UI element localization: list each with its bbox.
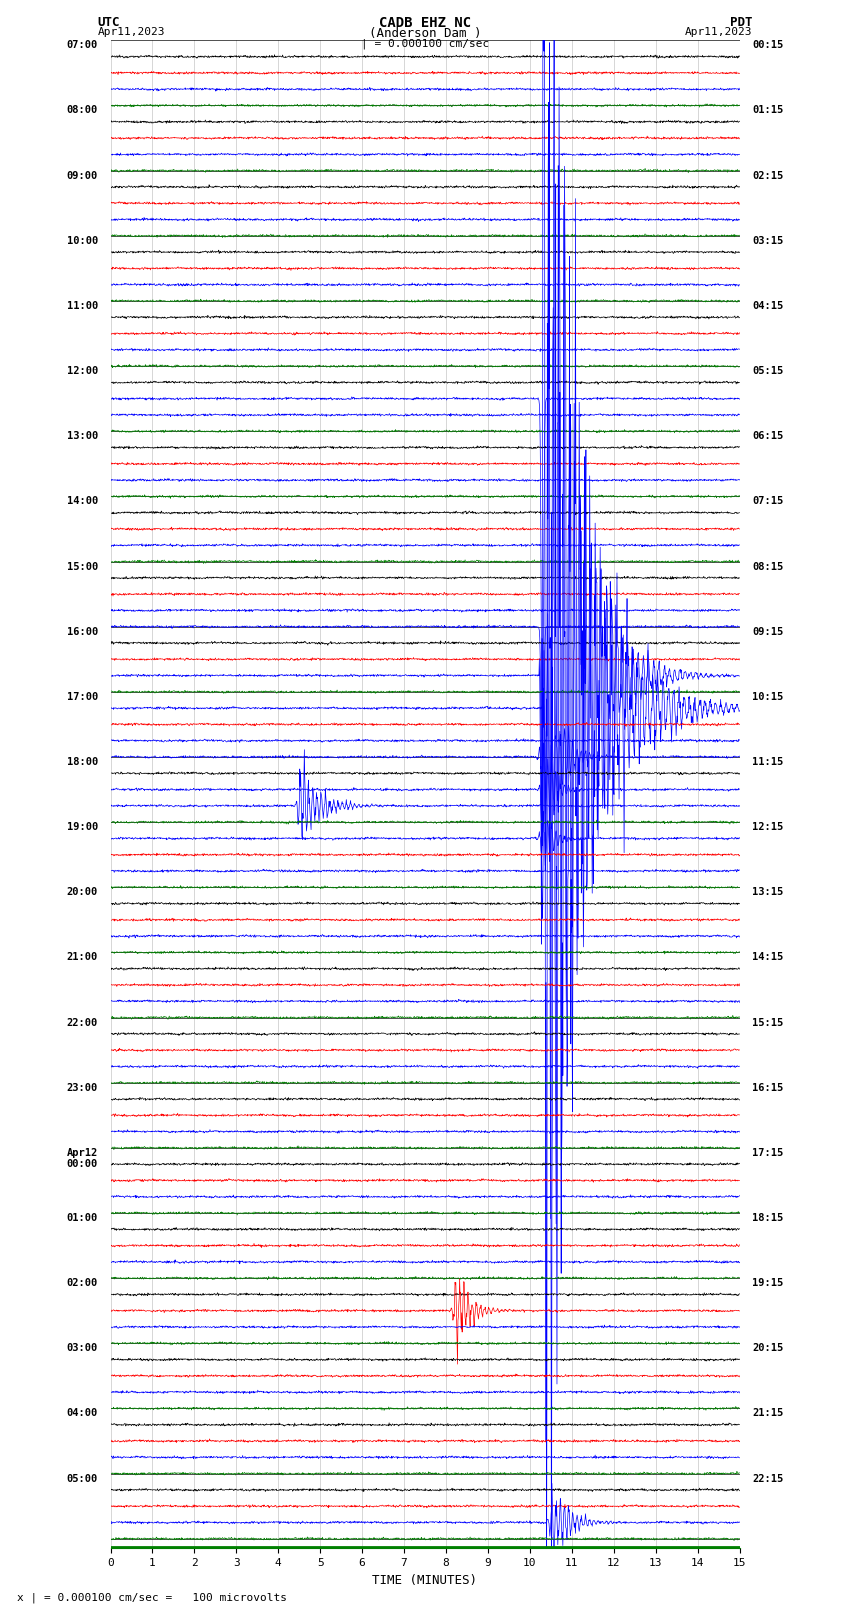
Text: 19:00: 19:00 bbox=[66, 823, 98, 832]
Text: 01:15: 01:15 bbox=[752, 105, 784, 116]
Text: 08:00: 08:00 bbox=[66, 105, 98, 116]
Text: 19:15: 19:15 bbox=[752, 1277, 784, 1289]
Text: Apr11,2023: Apr11,2023 bbox=[98, 27, 165, 37]
Text: 10:15: 10:15 bbox=[752, 692, 784, 702]
Text: Apr11,2023: Apr11,2023 bbox=[685, 27, 752, 37]
Text: 18:00: 18:00 bbox=[66, 756, 98, 766]
X-axis label: TIME (MINUTES): TIME (MINUTES) bbox=[372, 1574, 478, 1587]
Text: 21:15: 21:15 bbox=[752, 1408, 784, 1418]
Text: 18:15: 18:15 bbox=[752, 1213, 784, 1223]
Text: 03:15: 03:15 bbox=[752, 235, 784, 245]
Text: 14:15: 14:15 bbox=[752, 952, 784, 963]
Text: 23:00: 23:00 bbox=[66, 1082, 98, 1092]
Text: 05:00: 05:00 bbox=[66, 1474, 98, 1484]
Text: | = 0.000100 cm/sec: | = 0.000100 cm/sec bbox=[361, 39, 489, 50]
Text: 22:15: 22:15 bbox=[752, 1474, 784, 1484]
Text: Apr12
00:00: Apr12 00:00 bbox=[66, 1148, 98, 1169]
Text: 12:00: 12:00 bbox=[66, 366, 98, 376]
Text: 13:15: 13:15 bbox=[752, 887, 784, 897]
Text: 13:00: 13:00 bbox=[66, 431, 98, 442]
Text: 11:00: 11:00 bbox=[66, 302, 98, 311]
Text: 02:15: 02:15 bbox=[752, 171, 784, 181]
Text: 17:00: 17:00 bbox=[66, 692, 98, 702]
Text: 07:15: 07:15 bbox=[752, 497, 784, 506]
Text: 04:15: 04:15 bbox=[752, 302, 784, 311]
Text: 22:00: 22:00 bbox=[66, 1018, 98, 1027]
Text: (Anderson Dam ): (Anderson Dam ) bbox=[369, 27, 481, 40]
Text: 03:00: 03:00 bbox=[66, 1344, 98, 1353]
Text: 10:00: 10:00 bbox=[66, 235, 98, 245]
Text: 02:00: 02:00 bbox=[66, 1277, 98, 1289]
Text: 15:00: 15:00 bbox=[66, 561, 98, 571]
Text: CADB EHZ NC: CADB EHZ NC bbox=[379, 16, 471, 31]
Text: 12:15: 12:15 bbox=[752, 823, 784, 832]
Text: x | = 0.000100 cm/sec =   100 microvolts: x | = 0.000100 cm/sec = 100 microvolts bbox=[17, 1592, 287, 1603]
Text: 09:15: 09:15 bbox=[752, 626, 784, 637]
Text: 06:15: 06:15 bbox=[752, 431, 784, 442]
Text: 20:00: 20:00 bbox=[66, 887, 98, 897]
Text: 16:00: 16:00 bbox=[66, 626, 98, 637]
Text: 11:15: 11:15 bbox=[752, 756, 784, 766]
Text: 07:00: 07:00 bbox=[66, 40, 98, 50]
Text: 16:15: 16:15 bbox=[752, 1082, 784, 1092]
Text: 05:15: 05:15 bbox=[752, 366, 784, 376]
Text: 20:15: 20:15 bbox=[752, 1344, 784, 1353]
Text: 09:00: 09:00 bbox=[66, 171, 98, 181]
Text: 01:00: 01:00 bbox=[66, 1213, 98, 1223]
Text: 15:15: 15:15 bbox=[752, 1018, 784, 1027]
Text: 00:15: 00:15 bbox=[752, 40, 784, 50]
Text: PDT: PDT bbox=[730, 16, 752, 29]
Text: 14:00: 14:00 bbox=[66, 497, 98, 506]
Text: 04:00: 04:00 bbox=[66, 1408, 98, 1418]
Text: 21:00: 21:00 bbox=[66, 952, 98, 963]
Text: 08:15: 08:15 bbox=[752, 561, 784, 571]
Text: UTC: UTC bbox=[98, 16, 120, 29]
Text: 17:15: 17:15 bbox=[752, 1148, 784, 1158]
